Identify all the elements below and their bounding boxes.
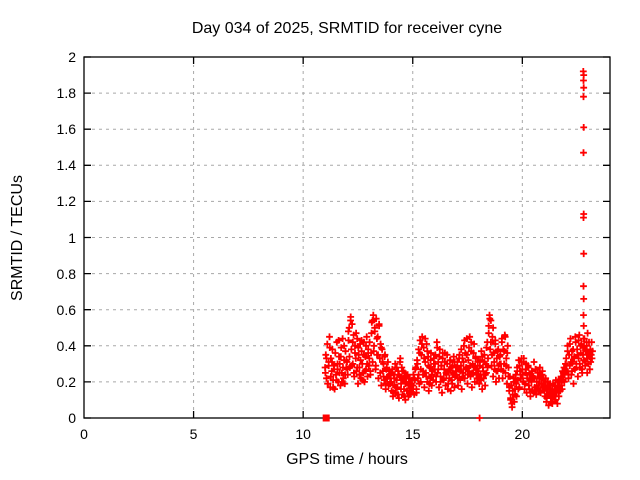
y-tick-label-1.4: 1.4 bbox=[56, 157, 76, 174]
y-tick-label-0.4: 0.4 bbox=[56, 337, 76, 354]
y-tick-label-2: 2 bbox=[68, 49, 76, 65]
y-tick-label-0.8: 0.8 bbox=[56, 265, 76, 282]
zero-square-marker bbox=[322, 414, 330, 422]
y-tick-label-0.6: 0.6 bbox=[56, 301, 76, 318]
x-tick-label-20: 20 bbox=[514, 426, 531, 442]
x-tick-label-0: 0 bbox=[80, 426, 88, 442]
y-tick-label-1.8: 1.8 bbox=[56, 85, 76, 102]
x-axis-label: GPS time / hours bbox=[286, 451, 408, 468]
chart-title: Day 034 of 2025, SRMTID for receiver cyn… bbox=[191, 20, 503, 37]
y-tick-label-1: 1 bbox=[68, 229, 76, 246]
scatter-points bbox=[321, 68, 596, 411]
axis-ticks bbox=[84, 56, 610, 419]
y-tick-label-0: 0 bbox=[68, 410, 76, 426]
y-tick-label-1.2: 1.2 bbox=[56, 193, 76, 210]
zero-plus-marker bbox=[476, 414, 483, 422]
x-tick-label-5: 5 bbox=[189, 426, 198, 442]
y-tick-label-0.2: 0.2 bbox=[56, 373, 76, 390]
x-tick-label-10: 10 bbox=[295, 426, 311, 442]
y-tick-label-1.6: 1.6 bbox=[56, 121, 76, 138]
x-tick-label-15: 15 bbox=[404, 426, 421, 442]
